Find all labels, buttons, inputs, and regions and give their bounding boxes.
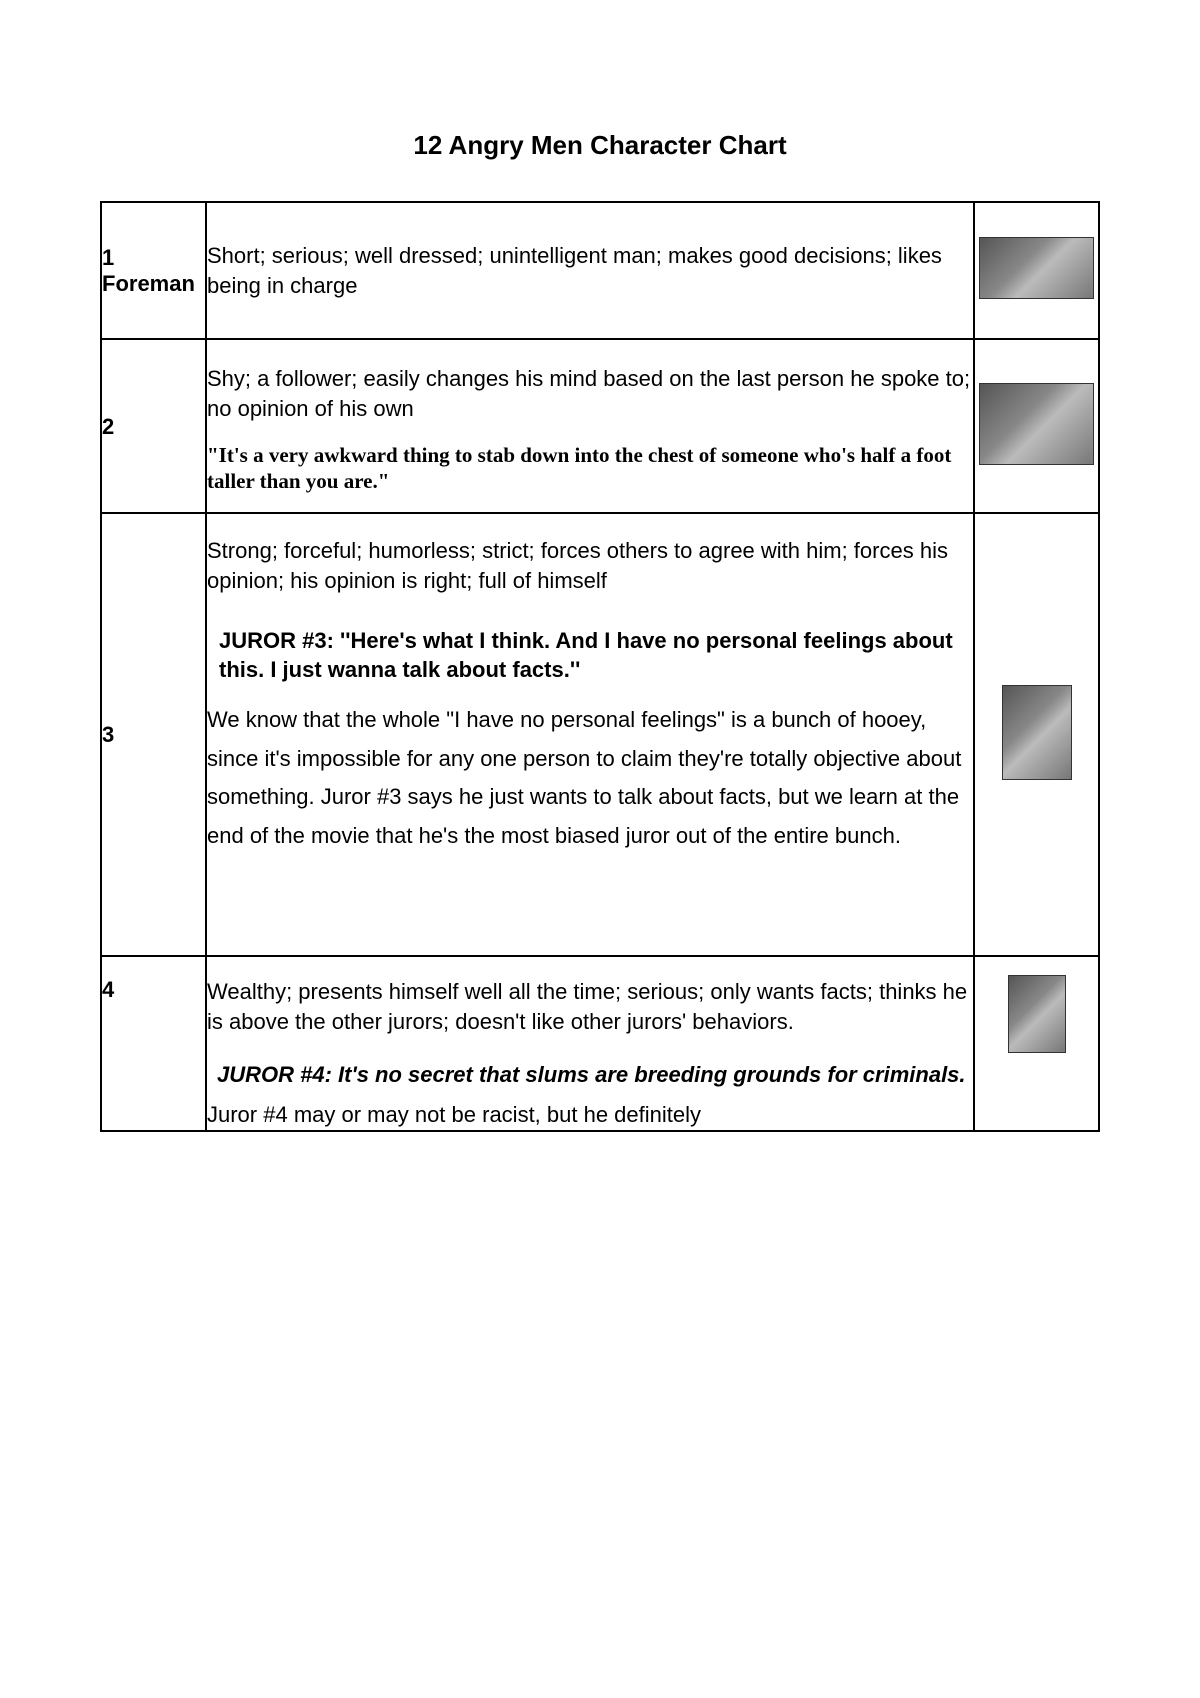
juror-description: Shy; a follower; easily changes his mind…: [207, 364, 973, 423]
juror-label: 3: [101, 513, 206, 956]
juror-description: Wealthy; presents himself well all the t…: [207, 977, 973, 1036]
juror-description: Short; serious; well dressed; unintellig…: [207, 241, 973, 300]
juror-explain: Juror #4 may or may not be racist, but h…: [207, 1100, 973, 1130]
juror-photo-icon: [979, 383, 1094, 465]
juror-photo-icon: [1008, 975, 1066, 1053]
juror-quote: JUROR #4: It's no secret that slums are …: [207, 1060, 973, 1090]
juror-explain: We know that the whole "I have no person…: [207, 701, 973, 855]
juror-label: 2: [101, 339, 206, 513]
character-table: 1 Foreman Short; serious; well dressed; …: [100, 201, 1100, 1132]
juror-photo-icon: [979, 237, 1094, 299]
juror-label: 1 Foreman: [101, 202, 206, 339]
juror-description: Strong; forceful; humorless; strict; for…: [207, 536, 973, 595]
table-row: 3 Strong; forceful; humorless; strict; f…: [101, 513, 1099, 956]
page-title: 12 Angry Men Character Chart: [100, 130, 1100, 161]
juror-quote: JUROR #3: ''Here's what I think. And I h…: [207, 626, 973, 685]
juror-quote: "It's a very awkward thing to stab down …: [207, 442, 973, 495]
table-row: 1 Foreman Short; serious; well dressed; …: [101, 202, 1099, 339]
table-row: 2 Shy; a follower; easily changes his mi…: [101, 339, 1099, 513]
juror-photo-icon: [1002, 685, 1072, 780]
table-row: 4 Wealthy; presents himself well all the…: [101, 956, 1099, 1131]
juror-label: 4: [101, 956, 206, 1131]
